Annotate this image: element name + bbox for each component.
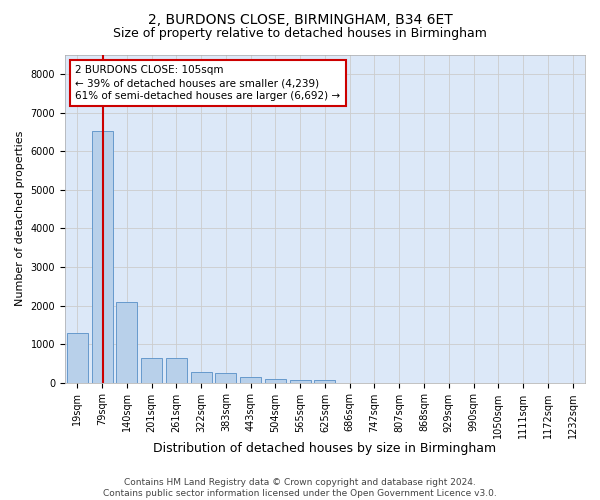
Bar [141, 358, 162, 382]
Text: Contains HM Land Registry data © Crown copyright and database right 2024.
Contai: Contains HM Land Registry data © Crown c… [103, 478, 497, 498]
Bar [314, 380, 335, 382]
Text: 2 BURDONS CLOSE: 105sqm
← 39% of detached houses are smaller (4,239)
61% of semi: 2 BURDONS CLOSE: 105sqm ← 39% of detache… [76, 65, 340, 101]
Text: 2, BURDONS CLOSE, BIRMINGHAM, B34 6ET: 2, BURDONS CLOSE, BIRMINGHAM, B34 6ET [148, 12, 452, 26]
Bar [116, 302, 137, 382]
Bar [67, 333, 88, 382]
Y-axis label: Number of detached properties: Number of detached properties [15, 131, 25, 306]
X-axis label: Distribution of detached houses by size in Birmingham: Distribution of detached houses by size … [154, 442, 497, 455]
Text: Size of property relative to detached houses in Birmingham: Size of property relative to detached ho… [113, 28, 487, 40]
Bar [265, 379, 286, 382]
Bar [92, 130, 113, 382]
Bar [290, 380, 311, 382]
Bar [240, 378, 261, 382]
Bar [215, 374, 236, 382]
Bar [191, 372, 212, 382]
Bar [166, 358, 187, 382]
